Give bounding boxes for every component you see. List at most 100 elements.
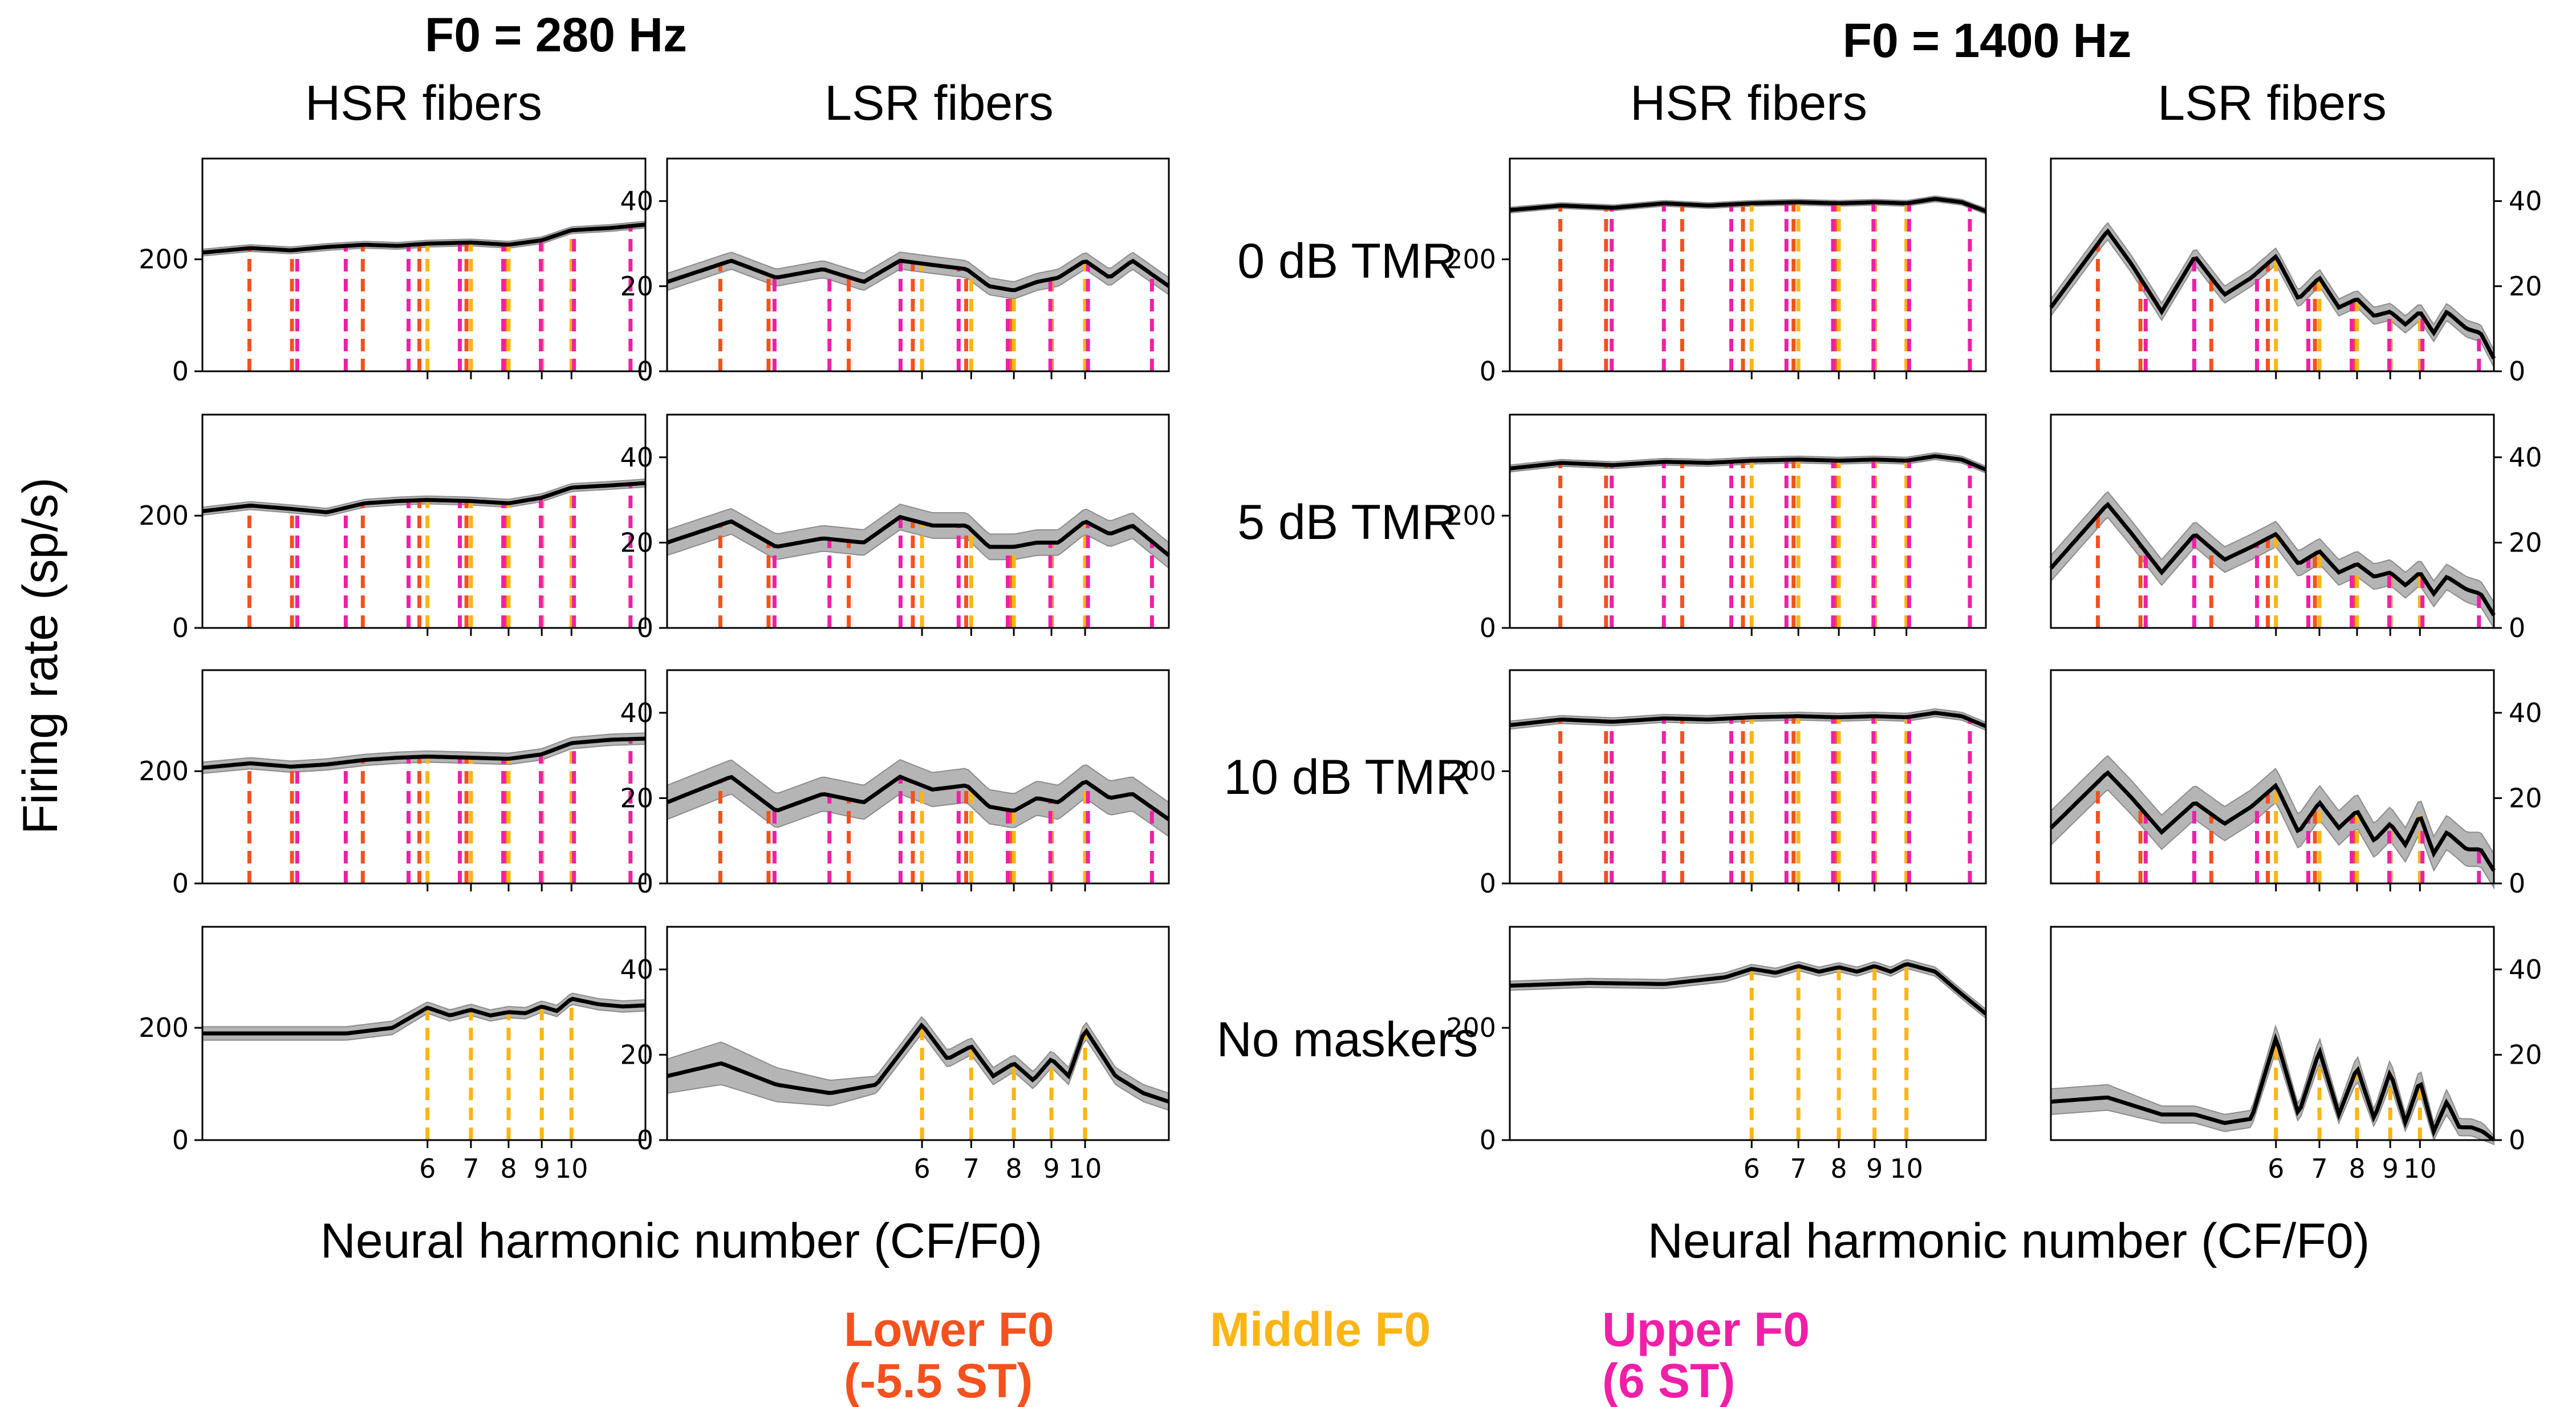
xtick-label-3-0-3: 9 <box>534 1153 550 1184</box>
panel-0-3: 0 20 40 <box>2049 157 2542 387</box>
ytick-label-2-3-0: 0 <box>2509 868 2525 899</box>
panel-0-1: 0 20 40 <box>620 157 1171 387</box>
ytick-label-1-0-1: 200 <box>139 500 189 531</box>
panel-3-1: 0 20 40 6 7 8 9 10 <box>620 926 1170 1184</box>
ytick-label-1-1-1: 20 <box>620 527 653 558</box>
xtick-label-3-2-3: 9 <box>1866 1153 1883 1184</box>
panel-3-0: 0 200 6 7 8 9 10 <box>139 926 647 1184</box>
xtick-label-3-1-2: 8 <box>1006 1153 1022 1184</box>
sd-band-0-1 <box>667 252 1169 299</box>
frame-3-0 <box>201 926 647 1141</box>
legend-lower-f0: Lower F0 <box>844 1303 1054 1356</box>
group-title-280hz: F0 = 280 Hz <box>425 8 687 62</box>
ytick-label-2-2-0: 0 <box>1480 868 1496 899</box>
col-title-280-lsr: LSR fibers <box>824 76 1054 131</box>
frame-1-1 <box>666 413 1170 629</box>
ytick-label-3-3-2: 40 <box>2509 954 2542 985</box>
panel-0-2: 0 200 <box>1446 157 1987 387</box>
ytick-label-3-1-1: 20 <box>620 1039 653 1070</box>
panel-2-2: 0 200 <box>1446 669 1987 899</box>
frame-3-2 <box>1509 926 1987 1141</box>
ytick-label-2-1-2: 40 <box>620 698 653 728</box>
col-title-1400-hsr: HSR fibers <box>1630 76 1867 131</box>
frame-2-2 <box>1509 669 1987 885</box>
row-label-5db: 5 dB TMR <box>1237 495 1457 550</box>
ytick-label-2-2-1: 200 <box>1446 756 1496 786</box>
ytick-label-0-0-1: 200 <box>139 244 189 275</box>
ytick-label-1-1-2: 40 <box>620 442 653 473</box>
ytick-label-0-2-1: 200 <box>1446 244 1496 275</box>
frame-0-1 <box>666 157 1170 372</box>
mean-line-3-0 <box>202 996 646 1036</box>
mean-line-2-0 <box>202 736 646 770</box>
ytick-label-3-1-2: 40 <box>620 954 653 985</box>
ytick-label-0-1-2: 40 <box>620 186 653 217</box>
legend-middle-f0: Middle F0 <box>1210 1303 1431 1356</box>
legend-upper-f0: Upper F0 <box>1602 1303 1810 1356</box>
xtick-label-3-1-1: 7 <box>963 1153 980 1184</box>
ytick-label-0-2-0: 0 <box>1480 356 1496 387</box>
xtick-label-3-2-0: 6 <box>1744 1153 1760 1184</box>
mean-line-2-2 <box>1509 711 1987 728</box>
ytick-label-0-3-0: 0 <box>2509 356 2525 387</box>
panel-2-1: 0 20 40 <box>620 669 1171 899</box>
panel-1-0: 0 200 <box>139 413 647 643</box>
row-label-10db: 10 dB TMR <box>1224 750 1470 805</box>
sd-band-1-0 <box>202 479 646 517</box>
ytick-label-2-3-1: 20 <box>2509 782 2542 813</box>
panel-3-3: 0 20 40 6 7 8 9 10 <box>2050 926 2542 1184</box>
xtick-label-3-3-4: 10 <box>2403 1153 2437 1184</box>
frame-2-0 <box>201 669 647 885</box>
mean-line-1-3 <box>2049 501 2496 617</box>
ytick-label-3-2-1: 200 <box>1446 1012 1496 1043</box>
xtick-label-3-3-3: 9 <box>2382 1153 2399 1184</box>
frame-1-3 <box>2050 413 2495 629</box>
mean-line-3-3 <box>2050 1033 2496 1142</box>
sd-band-2-3 <box>2050 755 2494 890</box>
panels: 0200020400200020400200020400200020400200… <box>139 157 2542 1184</box>
mean-line-1-0 <box>202 481 646 514</box>
mean-line-0-1 <box>666 258 1171 293</box>
frame-1-0 <box>201 413 647 629</box>
x-axis-label-right: Neural harmonic number (CF/F0) <box>1648 1214 2370 1268</box>
x-axis-label-left: Neural harmonic number (CF/F0) <box>320 1214 1042 1268</box>
row-label-0db: 0 dB TMR <box>1237 234 1457 289</box>
mean-line-1-2 <box>1509 454 1987 472</box>
panel-1-1: 0 20 40 <box>620 413 1171 643</box>
xtick-label-3-2-4: 10 <box>1890 1153 1923 1184</box>
mean-line-0-3 <box>2049 228 2496 360</box>
ytick-label-3-0-0: 0 <box>172 1125 189 1155</box>
mean-line-2-3 <box>2049 770 2496 872</box>
sd-band-1-1 <box>667 504 1169 570</box>
y-axis-label: Firing rate (sp/s) <box>13 477 68 834</box>
xtick-label-3-0-0: 6 <box>419 1153 436 1184</box>
legend-lower-f0-sub: (-5.5 ST) <box>844 1354 1033 1407</box>
xtick-label-3-0-4: 10 <box>555 1153 588 1184</box>
xtick-label-3-2-1: 7 <box>1790 1153 1806 1184</box>
ytick-label-0-0-0: 0 <box>172 356 189 387</box>
ytick-label-1-3-1: 20 <box>2509 527 2542 558</box>
ytick-label-2-1-0: 0 <box>637 868 653 899</box>
ytick-label-1-2-0: 0 <box>1480 613 1496 643</box>
group-title-1400hz: F0 = 1400 Hz <box>1843 14 2132 67</box>
sd-band-1-3 <box>2050 491 2494 630</box>
mean-line-0-0 <box>202 222 646 255</box>
panel-3-2: 0 200 6 7 8 9 10 <box>1446 926 1988 1184</box>
ytick-label-0-3-1: 20 <box>2509 271 2542 302</box>
ytick-label-1-2-1: 200 <box>1446 500 1496 531</box>
mean-line-2-1 <box>666 775 1171 821</box>
xtick-label-3-1-4: 10 <box>1068 1153 1102 1184</box>
panel-2-0: 0 200 <box>139 669 647 899</box>
xtick-label-3-0-1: 7 <box>462 1153 479 1184</box>
ytick-label-2-0-0: 0 <box>172 868 189 899</box>
mean-line-3-1 <box>667 1022 1170 1104</box>
ytick-label-3-0-1: 200 <box>139 1012 189 1043</box>
frame-2-3 <box>2050 669 2495 885</box>
panel-1-3: 0 20 40 <box>2049 413 2542 643</box>
ytick-label-3-2-0: 0 <box>1480 1125 1496 1155</box>
frame-3-3 <box>2050 926 2495 1141</box>
ytick-label-0-1-0: 0 <box>637 356 653 387</box>
legend: Lower F0 (-5.5 ST) Middle F0 Upper F0 (6… <box>844 1303 1810 1407</box>
ytick-label-0-3-2: 40 <box>2509 186 2542 217</box>
